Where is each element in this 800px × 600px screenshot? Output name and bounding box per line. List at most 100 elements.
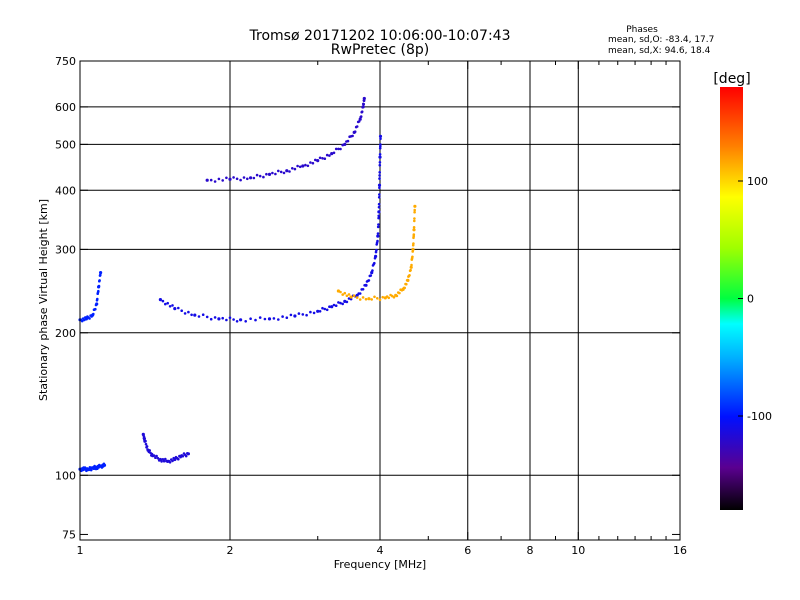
data-point bbox=[158, 298, 162, 302]
data-point bbox=[403, 286, 407, 290]
data-point bbox=[177, 306, 180, 310]
data-point bbox=[332, 303, 336, 307]
data-point bbox=[378, 186, 381, 190]
data-point bbox=[341, 293, 345, 296]
data-point bbox=[373, 261, 376, 265]
data-point bbox=[99, 273, 102, 277]
data-point bbox=[298, 165, 302, 169]
data-point bbox=[413, 217, 416, 220]
data-point bbox=[155, 454, 158, 458]
data-point bbox=[305, 313, 308, 317]
y-tick-label: 600 bbox=[55, 101, 76, 114]
data-point bbox=[376, 239, 379, 243]
data-point bbox=[323, 157, 327, 160]
data-point bbox=[325, 308, 329, 312]
data-point bbox=[144, 442, 148, 446]
data-point bbox=[239, 318, 243, 322]
data-point bbox=[221, 179, 224, 182]
chart-title: Tromsø 20171202 10:06:00-10:07:43 bbox=[249, 28, 511, 44]
data-point bbox=[262, 175, 265, 179]
colorbar-tick-label: 100 bbox=[747, 175, 768, 188]
data-point bbox=[361, 288, 365, 291]
data-point bbox=[143, 437, 146, 440]
data-point bbox=[183, 312, 187, 315]
data-point bbox=[88, 317, 91, 320]
data-point bbox=[374, 254, 378, 258]
data-point bbox=[171, 304, 174, 307]
data-point bbox=[235, 177, 239, 181]
data-point bbox=[378, 171, 382, 174]
data-point bbox=[225, 176, 228, 180]
data-point bbox=[181, 454, 185, 458]
data-point bbox=[265, 172, 268, 176]
data-point bbox=[289, 313, 293, 317]
y-tick-label: 200 bbox=[55, 327, 76, 340]
data-point bbox=[373, 295, 376, 299]
data-point bbox=[246, 177, 249, 181]
data-point bbox=[378, 163, 382, 167]
y-axis-label: Stationary phase Virtual Height [km] bbox=[37, 199, 50, 401]
data-point bbox=[285, 316, 289, 320]
data-point bbox=[379, 143, 382, 146]
data-point bbox=[337, 301, 340, 304]
data-point bbox=[217, 177, 221, 181]
data-point bbox=[193, 313, 197, 317]
data-point bbox=[274, 172, 277, 176]
data-point bbox=[321, 157, 324, 160]
data-point bbox=[347, 297, 351, 300]
data-point bbox=[94, 307, 97, 311]
data-point bbox=[412, 226, 416, 229]
data-point bbox=[355, 296, 359, 299]
data-point bbox=[334, 147, 338, 151]
data-point bbox=[351, 134, 354, 138]
data-points bbox=[78, 96, 417, 473]
data-point bbox=[152, 454, 156, 457]
colorbar-tick-label: 0 bbox=[747, 293, 754, 306]
data-point bbox=[255, 173, 259, 177]
data-point bbox=[318, 156, 322, 160]
data-point bbox=[370, 298, 374, 301]
data-point bbox=[353, 130, 357, 133]
data-point bbox=[217, 317, 221, 321]
data-point bbox=[279, 170, 283, 174]
data-point bbox=[345, 294, 349, 298]
data-point bbox=[345, 300, 349, 304]
data-point bbox=[228, 177, 232, 181]
data-point bbox=[323, 307, 327, 311]
data-point bbox=[376, 297, 379, 300]
data-point bbox=[343, 142, 347, 146]
data-point bbox=[239, 178, 242, 182]
data-point bbox=[378, 155, 382, 159]
data-point bbox=[288, 170, 291, 173]
data-point bbox=[180, 309, 183, 313]
data-point bbox=[304, 163, 307, 167]
chart-subtitle: RwPretec (8p) bbox=[331, 42, 429, 58]
data-point bbox=[282, 171, 286, 175]
data-point bbox=[209, 178, 213, 182]
data-point bbox=[325, 153, 329, 157]
data-point bbox=[177, 457, 180, 461]
data-point bbox=[80, 319, 84, 323]
data-point bbox=[148, 449, 151, 452]
data-point bbox=[249, 317, 252, 321]
data-point bbox=[213, 180, 217, 183]
data-point bbox=[349, 295, 353, 299]
data-point bbox=[252, 176, 256, 180]
data-point bbox=[377, 216, 380, 220]
data-point bbox=[309, 161, 312, 164]
data-point bbox=[281, 315, 284, 318]
data-point bbox=[377, 205, 381, 209]
data-point bbox=[244, 320, 247, 323]
data-point bbox=[161, 299, 165, 303]
data-point bbox=[381, 295, 385, 299]
data-point bbox=[95, 302, 99, 306]
data-point bbox=[291, 167, 294, 170]
data-point bbox=[205, 315, 209, 319]
data-point bbox=[377, 223, 380, 226]
data-point bbox=[168, 461, 172, 464]
data-point bbox=[408, 274, 411, 277]
data-point bbox=[371, 269, 374, 272]
data-point bbox=[339, 301, 342, 305]
data-point bbox=[102, 463, 107, 467]
data-point bbox=[235, 320, 239, 323]
